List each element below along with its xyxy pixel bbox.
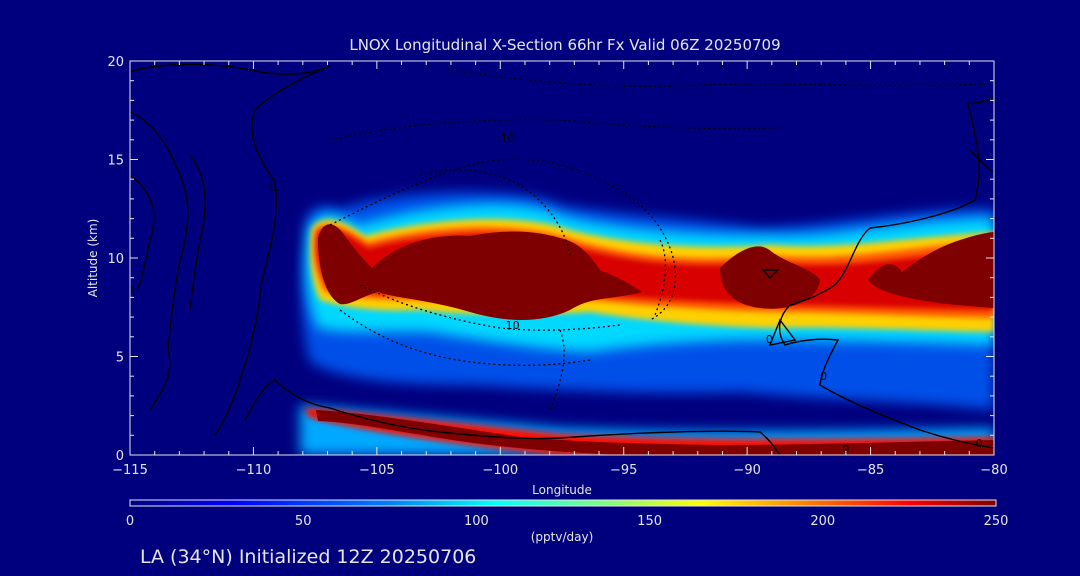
contour-label: 0 [820,370,827,383]
contour-label: 10 [506,319,520,332]
x-tick-label: −95 [610,463,637,478]
dotted-contours [329,69,991,411]
boundary-lnox-layer [300,405,994,455]
y-tick-label: 10 [107,252,124,267]
contour-lines [130,63,994,455]
upper-core-west [318,224,642,320]
upper-core-east [868,232,994,308]
contour-labels: 10 10 0 0 0 0 0 0 [127,132,983,456]
contour-line [130,111,189,411]
colorbar-tick-label: 0 [126,514,134,529]
colorbar-tick-label: 50 [295,514,312,529]
contour-label: 0 [127,284,134,297]
footer-caption: LA (34°N) Initialized 12Z 20250706 [140,546,476,568]
colorbar-tick-label: 200 [810,514,835,529]
x-tick-label: −85 [857,463,884,478]
colorbar [129,499,997,507]
x-axis: −115 −110 −105 −100 −95 −90 −85 −80 [112,61,1008,478]
contour-line [130,174,155,291]
chart-title: LNOX Longitudinal X-Section 66hr Fx Vali… [349,36,780,54]
dotted-contour [449,69,991,87]
plot-area: 10 10 0 0 0 0 0 0 [127,63,994,456]
colorbar-tick-label: 150 [637,514,662,529]
boundary-core [316,410,994,455]
y-tick-label: 15 [107,154,124,169]
x-tick-label: −105 [359,463,395,478]
x-axis-label: Longitude [532,483,592,497]
contour-label: 0 [842,443,849,456]
colorbar-unit-label: (pptv/day) [531,530,594,544]
contour-label: 0 [976,437,983,450]
dotted-contour [329,119,781,141]
x-tick-label: −90 [733,463,760,478]
y-axis-label: Altitude (km) [86,219,100,298]
contour-line [130,63,331,436]
dotted-contour [329,158,677,321]
x-tick-label: −80 [980,463,1007,478]
contour-line [244,379,781,455]
y-tick-label: 0 [116,449,124,464]
contour-label: 10 [501,132,515,145]
x-tick-label: −115 [112,463,148,478]
y-axis: 0 5 10 15 20 [107,55,994,464]
y-tick-label: 5 [116,351,124,366]
x-tick-label: −100 [482,463,518,478]
contour-label: 0 [270,181,277,194]
dotted-contour [549,329,565,411]
colorbar-tick-label: 250 [984,514,1009,529]
colorbar-ticks: 0 50 100 150 200 250 [126,514,1009,529]
dotted-contour [419,169,571,256]
contour-label: 0 [766,333,773,346]
contour-line [969,149,994,173]
colorbar-tick-label: 100 [464,514,489,529]
contour-line [761,269,780,280]
y-tick-label: 20 [107,55,124,70]
dotted-contour [339,309,591,366]
upper-lnox-layer [301,192,994,410]
dotted-contour [654,239,667,316]
contour-line [768,318,797,346]
x-tick-label: −110 [236,463,272,478]
contour-line [778,97,994,449]
contour-line [189,154,206,311]
dotted-contour [359,284,621,331]
